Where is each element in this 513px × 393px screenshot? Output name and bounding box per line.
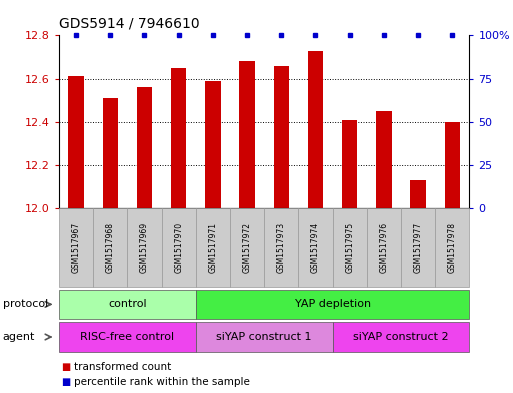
Bar [445,122,460,393]
Text: GSM1517974: GSM1517974 [311,222,320,273]
Bar [103,98,118,393]
Text: agent: agent [3,332,35,342]
Text: percentile rank within the sample: percentile rank within the sample [74,377,250,387]
Bar [68,77,84,393]
Text: transformed count: transformed count [74,362,172,373]
Text: protocol: protocol [3,299,48,309]
Text: RISC-free control: RISC-free control [81,332,174,342]
Bar [240,61,255,393]
Bar [342,119,358,393]
Bar [273,66,289,393]
Text: ■: ■ [62,377,71,387]
Text: GSM1517967: GSM1517967 [72,222,81,273]
Text: GSM1517978: GSM1517978 [448,222,457,273]
Text: control: control [108,299,147,309]
Text: YAP depletion: YAP depletion [294,299,371,309]
Bar [137,87,152,393]
Text: GSM1517968: GSM1517968 [106,222,115,273]
Bar [205,81,221,393]
Bar [308,51,323,393]
Bar [171,68,186,393]
Bar [410,180,426,393]
Text: GSM1517976: GSM1517976 [380,222,388,273]
Text: siYAP construct 2: siYAP construct 2 [353,332,449,342]
Bar [376,111,391,393]
Text: GDS5914 / 7946610: GDS5914 / 7946610 [59,16,200,30]
Text: GSM1517975: GSM1517975 [345,222,354,273]
Text: GSM1517972: GSM1517972 [243,222,251,273]
Text: GSM1517977: GSM1517977 [413,222,423,273]
Text: ■: ■ [62,362,71,373]
Text: GSM1517973: GSM1517973 [277,222,286,273]
Text: siYAP construct 1: siYAP construct 1 [216,332,312,342]
Text: GSM1517970: GSM1517970 [174,222,183,273]
Text: GSM1517969: GSM1517969 [140,222,149,273]
Text: GSM1517971: GSM1517971 [208,222,218,273]
